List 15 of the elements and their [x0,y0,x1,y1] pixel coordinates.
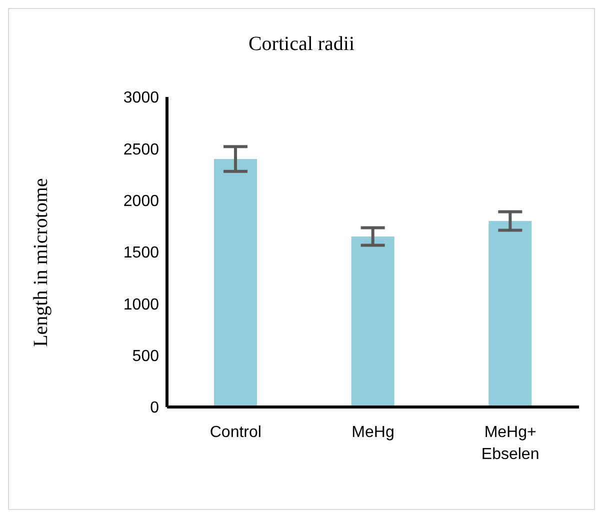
y-tick-label: 3000 [123,90,160,107]
x-tick-label: MeHg [352,424,394,441]
bar [214,159,257,407]
y-tick-label: 1000 [123,296,160,314]
y-tick-label: 2500 [123,141,160,158]
bar [351,236,394,407]
y-axis-title: Length in microtome [30,178,52,346]
x-tick-label: Control [210,424,262,441]
bar [488,221,532,407]
chart-title: Cortical radii [247,33,356,56]
y-tick-label: 0 [150,400,160,417]
y-tick-label: 2000 [123,193,160,210]
y-tick-label: 500 [132,348,160,366]
y-tick-label: 1500 [123,244,160,262]
x-tick-label: MeHg+ Ebselen [481,424,540,463]
